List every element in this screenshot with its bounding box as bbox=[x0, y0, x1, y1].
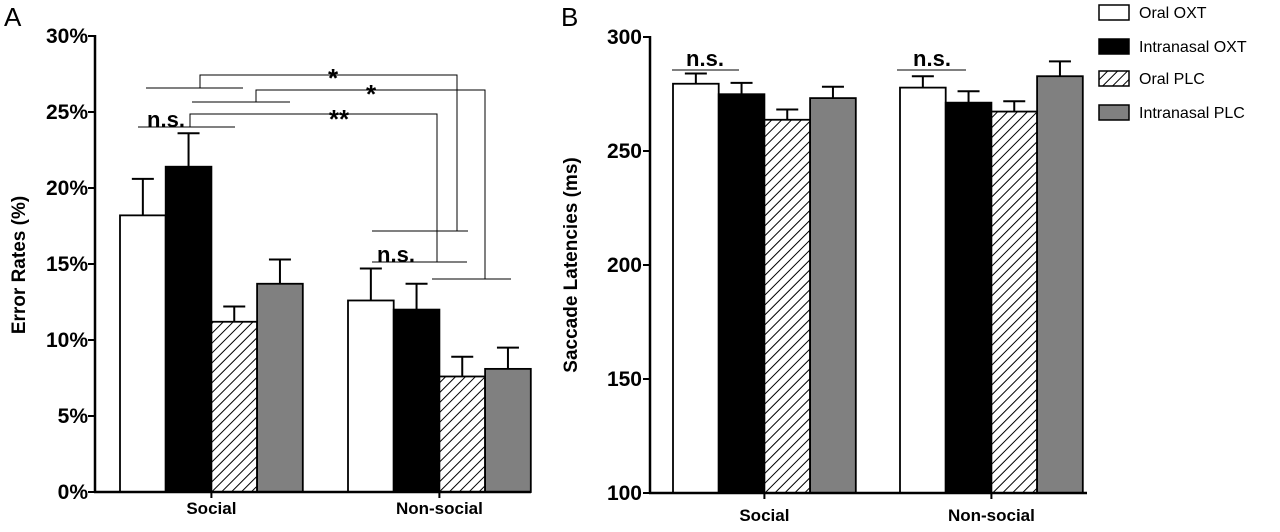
panel-b-bar-oral-plc bbox=[990, 110, 1039, 494]
panel-a-star-3: ** bbox=[329, 104, 350, 134]
panel-b-bar-oral-oxt bbox=[899, 86, 947, 494]
panel-a-bar-intranasal-plc bbox=[484, 367, 532, 493]
panel-a-ytick-label: 0% bbox=[58, 481, 89, 504]
legend: Oral OXT Intranasal OXT Oral PLC Intrana… bbox=[1098, 4, 1247, 122]
panel-b-bar-oral-plc bbox=[763, 118, 812, 494]
panel-a-bar-oral-plc bbox=[438, 375, 486, 493]
panel-b-category-label: Social bbox=[739, 506, 789, 525]
panel-b-ytick-label: 150 bbox=[607, 368, 642, 391]
panel-b-ns-nonsocial: n.s. bbox=[913, 46, 951, 71]
legend-swatch-intranasal-oxt bbox=[1098, 38, 1130, 55]
panel-a-ytick-label: 25% bbox=[46, 101, 88, 124]
panel-b-bar-intranasal-oxt bbox=[717, 93, 766, 494]
legend-label-oral-plc: Oral PLC bbox=[1139, 71, 1205, 88]
legend-swatch-intranasal-plc bbox=[1098, 104, 1130, 121]
panel-b-category-label: Non-social bbox=[948, 506, 1035, 525]
panel-a-chart: 0% 5% 10% 15% 20% 25% 30% Social Non-social bbox=[46, 25, 532, 518]
legend-label-intranasal-plc: Intranasal PLC bbox=[1139, 105, 1245, 122]
panel-b-annotations: n.s. n.s. bbox=[672, 46, 966, 71]
panel-b-chart: 100 150 200 250 300 Social Non-social bbox=[607, 26, 1087, 525]
legend-swatch-oral-oxt bbox=[1098, 4, 1130, 21]
legend-swatch-oral-plc bbox=[1098, 70, 1130, 87]
panel-a-annotations: n.s. n.s. * * ** bbox=[138, 63, 511, 280]
panel-a-star-1: * bbox=[328, 63, 339, 93]
panel-a-bar-oral-plc bbox=[210, 320, 258, 493]
panel-b-bar-oral-oxt bbox=[672, 82, 720, 494]
panel-b-bar-intranasal-oxt bbox=[944, 101, 993, 494]
panel-a-bar-oral-oxt bbox=[119, 214, 167, 493]
panel-b-bar-intranasal-plc bbox=[809, 97, 857, 494]
panel-a-letter: A bbox=[4, 2, 22, 32]
panel-a-star-2: * bbox=[366, 79, 377, 109]
panel-a-ytick-label: 30% bbox=[46, 25, 88, 48]
legend-label-intranasal-oxt: Intranasal OXT bbox=[1139, 39, 1247, 56]
panel-a-ns-social: n.s. bbox=[147, 107, 185, 132]
panel-b-ytick-label: 100 bbox=[607, 482, 642, 505]
panel-b-ytick-label: 200 bbox=[607, 254, 642, 277]
panel-a-bar-intranasal-oxt bbox=[164, 165, 213, 493]
panel-a-category-label: Social bbox=[186, 499, 236, 518]
panel-b-bar-intranasal-plc bbox=[1036, 75, 1084, 494]
panel-b-ylabel: Saccade Latencies (ms) bbox=[561, 157, 582, 372]
panel-b-ytick-label: 250 bbox=[607, 140, 642, 163]
panel-a-ytick-label: 10% bbox=[46, 329, 88, 352]
panel-a-ytick-label: 5% bbox=[58, 405, 89, 428]
panel-a-category-label: Non-social bbox=[396, 499, 483, 518]
panel-b-letter: B bbox=[561, 2, 578, 32]
legend-label-oral-oxt: Oral OXT bbox=[1139, 5, 1207, 22]
panel-a-ylabel: Error Rates (%) bbox=[9, 196, 30, 334]
panel-a-bar-oral-oxt bbox=[347, 299, 395, 493]
panel-b-ytick-label: 300 bbox=[607, 26, 642, 49]
panel-a-ytick-label: 15% bbox=[46, 253, 88, 276]
panel-a-bar-intranasal-plc bbox=[256, 282, 304, 493]
panel-b-ns-social: n.s. bbox=[686, 46, 724, 71]
panel-a-ns-nonsocial: n.s. bbox=[377, 242, 415, 267]
panel-a-ytick-label: 20% bbox=[46, 177, 88, 200]
panel-a-bar-intranasal-oxt bbox=[392, 308, 441, 493]
